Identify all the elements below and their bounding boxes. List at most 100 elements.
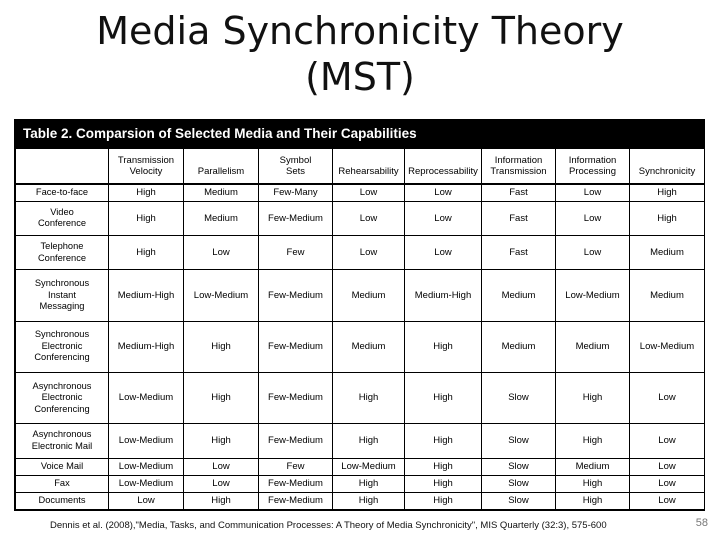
table-cell: Medium xyxy=(629,269,705,322)
media-name-cell: Asynchronous Electronic Conferencing xyxy=(15,371,109,425)
table-cell: Medium xyxy=(481,269,556,322)
table-cell: Slow xyxy=(481,371,556,425)
table-cell: High xyxy=(108,200,184,236)
table-cell: Fast xyxy=(481,183,556,202)
media-name-line: Face-to-face xyxy=(35,187,89,198)
media-name-line: Electronic xyxy=(41,340,83,351)
table-cell: Low xyxy=(629,457,705,476)
media-name-cell: Face-to-face xyxy=(15,183,109,202)
media-name-line: Telephone xyxy=(40,241,84,251)
table-cell: Few xyxy=(258,234,333,271)
column-header-line: Velocity xyxy=(129,166,163,177)
table-row: Video Conference High Medium Few-Medium Low Lo… xyxy=(15,200,705,236)
table-cell: High xyxy=(555,474,630,493)
column-header-line: Rehearsability xyxy=(338,166,399,177)
table-row: Asynchronous Electronic Mail Low-Medium Hig… xyxy=(15,423,705,459)
media-name-line: Conferencing xyxy=(34,403,90,414)
table-cell: Low-Medium xyxy=(108,423,184,459)
table-row: Documents Low High Few-Medium High High Slow Hi… xyxy=(15,491,705,511)
table-cell: High xyxy=(332,491,405,511)
media-name-line: Electronic xyxy=(41,392,83,403)
table-cell: High xyxy=(404,474,482,493)
table-cell: Medium-High xyxy=(108,269,184,322)
table-cell: Low xyxy=(629,423,705,459)
media-name-line: Messaging xyxy=(39,301,85,312)
table-cell: Few-Medium xyxy=(258,320,333,373)
column-header-line: Transmission xyxy=(117,154,175,166)
column-header: Rehearsability xyxy=(332,148,405,185)
column-header-line: Information xyxy=(494,154,543,166)
column-header-line: Symbol xyxy=(279,154,312,166)
citation: Dennis et al. (2008),"Media, Tasks, and … xyxy=(50,520,607,531)
table-header: Transmission Velocity Parallelism Symbol Se… xyxy=(15,148,705,185)
media-name-line: Conference xyxy=(37,252,87,263)
slide-title-line-2: (MST) xyxy=(305,55,415,99)
table-cell: Low xyxy=(404,234,482,271)
table-cell: High xyxy=(332,371,405,425)
comparison-table-figure: Table 2. Comparsion of Selected Media an… xyxy=(14,119,705,511)
table-cell: High xyxy=(555,371,630,425)
table-cell: Medium xyxy=(332,320,405,373)
column-header-line: Reprocessability xyxy=(408,166,478,177)
table-cell: Low xyxy=(183,234,259,271)
table-cell: High xyxy=(183,423,259,459)
table-row: Synchronous Instant Messaging Medium-High Lo… xyxy=(15,269,705,322)
table-cell: Medium-High xyxy=(108,320,184,373)
column-header-line xyxy=(185,155,257,167)
media-comparison-table: Transmission Velocity Parallelism Symbol Se… xyxy=(15,148,705,511)
media-name-cell: Telephone Conference xyxy=(15,234,109,271)
column-header-line: Parallelism xyxy=(197,166,245,177)
media-name-cell: Synchronous Instant Messaging xyxy=(15,269,109,322)
column-header-line xyxy=(17,166,107,178)
table-cell: Low-Medium xyxy=(183,269,259,322)
table-cell: Low-Medium xyxy=(108,474,184,493)
media-name-line: Asynchronous xyxy=(32,429,92,440)
table-cell: High xyxy=(183,491,259,511)
table-cell: High xyxy=(555,423,630,459)
table-cell: Medium xyxy=(183,183,259,202)
table-cell: High xyxy=(332,423,405,459)
media-name-cell: Video Conference xyxy=(15,200,109,236)
table-cell: High xyxy=(108,183,184,202)
media-name-cell: Fax xyxy=(15,474,109,493)
table-cell: Medium xyxy=(481,320,556,373)
table-cell: Low-Medium xyxy=(108,457,184,476)
table-row: Telephone Conference High Low Few Low Low Fast L… xyxy=(15,234,705,271)
media-name-line: Video xyxy=(50,206,74,217)
table-cell: Medium-High xyxy=(404,269,482,322)
column-header-line: Sets xyxy=(285,166,305,177)
table-cell: Few-Many xyxy=(258,183,333,202)
table-cell: Few-Medium xyxy=(258,423,333,459)
media-name-line: Synchronous xyxy=(34,278,90,289)
table-row: Asynchronous Electronic Conferencing Low-Me… xyxy=(15,371,705,425)
table-caption: Table 2. Comparsion of Selected Media an… xyxy=(15,120,704,148)
table-cell: Low-Medium xyxy=(108,371,184,425)
table-cell: Low xyxy=(332,183,405,202)
table-cell: Medium xyxy=(332,269,405,322)
table-cell: High xyxy=(555,491,630,511)
media-name-line: Conferencing xyxy=(34,352,90,363)
media-name-line: Fax xyxy=(54,477,70,488)
slide-title-line-1: Media Synchronicity Theory xyxy=(96,9,624,53)
slide-title: Media Synchronicity Theory (MST) xyxy=(60,8,660,100)
table-cell: Low-Medium xyxy=(332,457,405,476)
table-cell: Medium xyxy=(555,320,630,373)
media-name-cell: Documents xyxy=(15,491,109,511)
table-cell: Slow xyxy=(481,474,556,493)
media-name-line: Synchronous xyxy=(34,329,90,340)
column-header: Information Processing xyxy=(555,148,630,185)
table-cell: Slow xyxy=(481,423,556,459)
table-cell: Medium xyxy=(629,234,705,271)
column-header-line: Information xyxy=(568,154,617,166)
media-name-line: Documents xyxy=(38,495,86,506)
table-cell: High xyxy=(404,423,482,459)
media-name-cell: Synchronous Electronic Conferencing xyxy=(15,320,109,373)
table-cell: Few xyxy=(258,457,333,476)
table-cell: Low xyxy=(629,474,705,493)
table-cell: Low xyxy=(332,234,405,271)
table-cell: Low-Medium xyxy=(555,269,630,322)
table-cell: High xyxy=(183,371,259,425)
table-cell: Few-Medium xyxy=(258,371,333,425)
page-number: 58 xyxy=(695,517,708,529)
column-header: Information Transmission xyxy=(481,148,556,185)
